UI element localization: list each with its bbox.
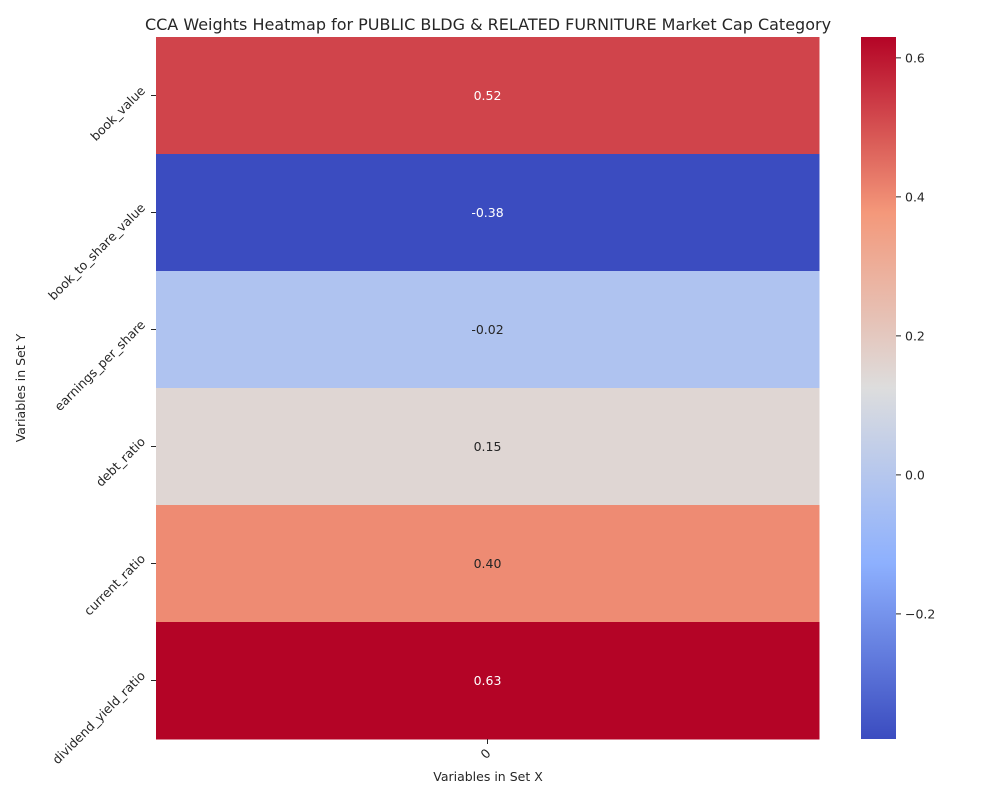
cell-value-label: 0.63: [474, 673, 502, 688]
cell-value-label: 0.52: [474, 88, 502, 103]
y-tick-label: earnings_per_share: [51, 317, 148, 414]
heatmap-cell: [156, 505, 820, 623]
x-axis-label: Variables in Set X: [433, 769, 543, 784]
heatmap-cell: [156, 388, 820, 506]
colorbar: −0.2 0.0 0.2 0.4 0.6: [861, 37, 935, 739]
cell-value-label: 0.15: [474, 439, 502, 454]
heatmap-cells: [156, 37, 820, 740]
y-tick-label: dividend_yield_ratio: [49, 668, 148, 767]
y-tick-label: book_to_share_value: [45, 200, 148, 303]
heatmap-cell-labels: 0.52 -0.38 -0.02 0.15 0.40 0.63: [471, 88, 503, 688]
colorbar-tick-label: 0.2: [905, 328, 925, 343]
x-axis: 0: [477, 739, 494, 762]
heatmap-cell: [156, 271, 820, 389]
colorbar-tick-label: 0.6: [905, 50, 925, 65]
heatmap-cell: [156, 37, 820, 155]
y-axis-label: Variables in Set Y: [13, 333, 28, 442]
x-tick-label: 0: [477, 745, 493, 761]
colorbar-tick-label: 0.0: [905, 467, 925, 482]
colorbar-tick-label: −0.2: [905, 606, 935, 621]
y-tick-label: book_value: [87, 83, 148, 144]
colorbar-gradient: [861, 37, 896, 739]
cell-value-label: -0.02: [471, 322, 503, 337]
cell-value-label: 0.40: [474, 556, 502, 571]
y-tick-label: current_ratio: [81, 551, 148, 618]
y-tick-label: debt_ratio: [93, 434, 149, 490]
heatmap-cell: [156, 154, 820, 272]
colorbar-tick-label: 0.4: [905, 189, 925, 204]
cell-value-label: -0.38: [471, 205, 503, 220]
y-axis: book_value book_to_share_value earnings_pe…: [45, 83, 156, 767]
heatmap-cell: [156, 622, 820, 740]
chart-title: CCA Weights Heatmap for PUBLIC BLDG & RE…: [145, 15, 831, 34]
